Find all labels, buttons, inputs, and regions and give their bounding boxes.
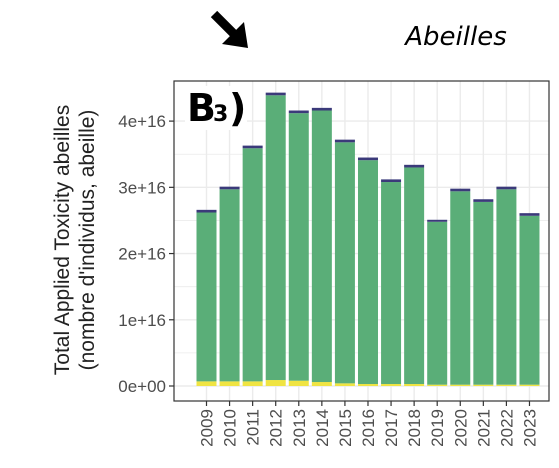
y-tick-label: 4e+16	[118, 112, 166, 131]
bar-segment-2020-2	[450, 188, 471, 192]
y-axis-label-line1: Total Applied Toxicity abeilles	[51, 105, 74, 375]
bar-segment-2014-2	[311, 107, 332, 111]
bar-segment-2017-2	[381, 179, 402, 183]
bars	[196, 92, 540, 386]
bar-segment-2012-1	[265, 95, 286, 381]
panel-label: B 3 )	[185, 86, 247, 130]
bar-segment-2023-0	[519, 384, 540, 386]
bar-segment-2014-0	[311, 382, 332, 386]
x-tick-label: 2021	[474, 409, 493, 447]
bar-segment-2013-1	[288, 113, 309, 381]
x-axis: 2009 2010 2011 2012 2013 2014 2015 2016 2017 2018…	[198, 401, 539, 447]
bar-segment-2011-0	[242, 381, 263, 386]
bar-segment-2016-2	[357, 157, 378, 161]
x-tick-label: 2016	[359, 409, 378, 447]
bar-segment-2010-0	[219, 381, 240, 386]
x-tick-label: 2013	[290, 409, 309, 447]
bar-segment-2022-2	[496, 186, 517, 190]
bar-segment-2016-1	[357, 160, 378, 385]
bar-segment-2020-0	[450, 384, 471, 386]
bar-segment-2014-1	[311, 110, 332, 383]
y-tick-label: 2e+16	[118, 245, 166, 264]
panel-subscript: 3	[213, 102, 228, 127]
bar-segment-2013-2	[288, 110, 309, 114]
bar-segment-2009-0	[196, 381, 217, 386]
y-tick-label: 1e+16	[118, 311, 166, 330]
x-tick-label: 2014	[313, 409, 332, 447]
bar-segment-2021-0	[473, 384, 494, 386]
bar-segment-2017-0	[381, 384, 402, 386]
y-axis-label-line2: (nombre d'individus, abeille)	[76, 110, 99, 371]
bar-segment-2018-1	[404, 167, 425, 385]
bar-segment-2019-2	[427, 219, 448, 222]
bar-segment-2022-0	[496, 384, 517, 386]
bar-segment-2011-1	[242, 148, 263, 382]
bar-segment-2015-1	[334, 142, 355, 384]
bar-segment-2021-1	[473, 201, 494, 385]
bar-segment-2010-1	[219, 189, 240, 382]
bar-segment-2011-2	[242, 145, 263, 149]
x-tick-label: 2023	[520, 409, 539, 447]
bar-segment-2021-2	[473, 199, 494, 202]
panel-suffix: )	[229, 86, 246, 130]
bar-segment-2015-0	[334, 383, 355, 386]
bar-segment-2015-2	[334, 139, 355, 143]
x-tick-label: 2010	[221, 409, 240, 447]
bar-segment-2018-0	[404, 384, 425, 386]
arrow-down-right-icon	[210, 10, 248, 48]
bar-segment-2012-0	[265, 380, 286, 386]
bar-segment-2018-2	[404, 164, 425, 168]
y-axis: 0e+00 1e+16 2e+16 3e+16 4e+16	[118, 112, 174, 396]
bar-segment-2013-0	[288, 380, 309, 386]
bar-segment-2010-2	[219, 186, 240, 190]
x-tick-label: 2022	[497, 409, 516, 447]
bar-segment-2009-1	[196, 212, 217, 382]
bar-segment-2009-2	[196, 209, 217, 213]
x-tick-label: 2011	[244, 409, 263, 446]
x-tick-label: 2012	[267, 409, 286, 447]
x-tick-label: 2017	[382, 409, 401, 447]
bar-segment-2012-2	[265, 92, 286, 96]
bar-segment-2019-1	[427, 221, 448, 385]
x-tick-label: 2015	[336, 409, 355, 447]
x-tick-label: 2009	[198, 409, 217, 447]
bar-segment-2016-0	[357, 384, 378, 386]
bar-segment-2022-1	[496, 189, 517, 385]
bar-segment-2023-2	[519, 213, 540, 216]
bar-segment-2023-1	[519, 215, 540, 385]
x-tick-label: 2019	[428, 409, 447, 447]
bar-segment-2017-1	[381, 182, 402, 385]
panel-letter: B	[187, 86, 216, 130]
bar-segment-2020-1	[450, 191, 471, 385]
x-tick-label: 2020	[451, 409, 470, 447]
bar-segment-2019-0	[427, 384, 448, 386]
y-tick-label: 0e+00	[118, 377, 166, 396]
species-label: Abeilles	[403, 22, 507, 52]
plot-panel-border	[173, 80, 550, 402]
x-tick-label: 2018	[405, 409, 424, 447]
y-tick-label: 3e+16	[118, 178, 166, 197]
